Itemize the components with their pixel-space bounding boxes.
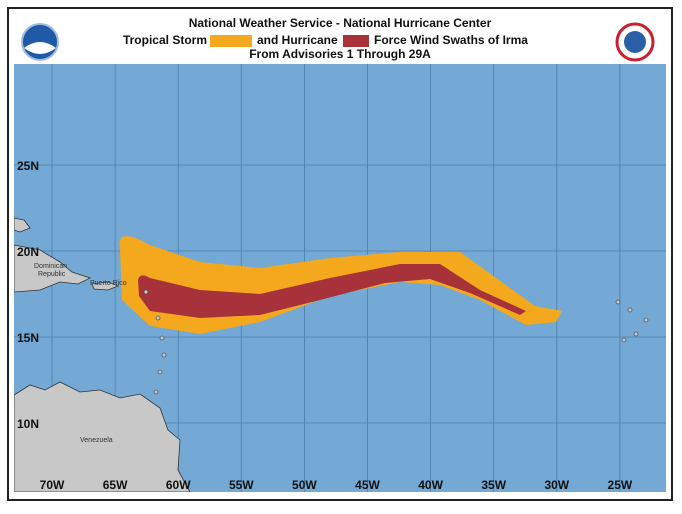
title: National Weather Service - National Hurr…: [189, 16, 492, 30]
axis-labels: 70W 65W 60W 55W 50W 45W 40W 35W 30W 25W 25N 20N 15N 1…: [17, 159, 633, 492]
puerto-rico: [91, 281, 120, 291]
lat-label: 25N: [17, 159, 39, 173]
lat-label: 20N: [17, 245, 39, 259]
lon-label: 40W: [418, 478, 443, 492]
legend-hurricane: and Hurricane: [257, 33, 338, 47]
place-label: Venezuela: [80, 437, 113, 444]
lon-label: 55W: [229, 478, 254, 492]
lon-label: 25W: [608, 478, 633, 492]
lat-label: 10N: [17, 417, 39, 431]
lon-label: 35W: [481, 478, 506, 492]
hispaniola: [14, 244, 92, 293]
legend-suffix: Force Wind Swaths of Irma: [374, 33, 528, 47]
header: National Weather Service - National Hurr…: [21, 16, 655, 62]
subtitle: From Advisories 1 Through 29A: [249, 47, 431, 61]
place-label: Republic: [38, 271, 66, 278]
map: Dominican Republic Puerto Rico Venezuela…: [14, 64, 666, 492]
lon-label: 50W: [292, 478, 317, 492]
legend-storm: Tropical Storm: [123, 33, 207, 47]
nws-logo-inner: [624, 31, 646, 53]
lon-label: 45W: [355, 478, 380, 492]
place-label: Dominican: [34, 263, 67, 270]
islands: [14, 217, 31, 233]
lon-label: 60W: [166, 478, 191, 492]
lon-label: 65W: [103, 478, 128, 492]
legend-hurricane-swatch: [343, 35, 369, 47]
noaa-logo-bird: [24, 42, 56, 54]
lon-label: 30W: [544, 478, 569, 492]
hurricane-swath: [138, 264, 526, 318]
lesser-antilles: [143, 289, 649, 395]
south-america: [14, 381, 191, 492]
legend-storm-swatch: [210, 35, 252, 47]
lat-label: 15N: [17, 331, 39, 345]
place-label: Puerto Rico: [90, 280, 127, 287]
lon-label: 70W: [40, 478, 65, 492]
